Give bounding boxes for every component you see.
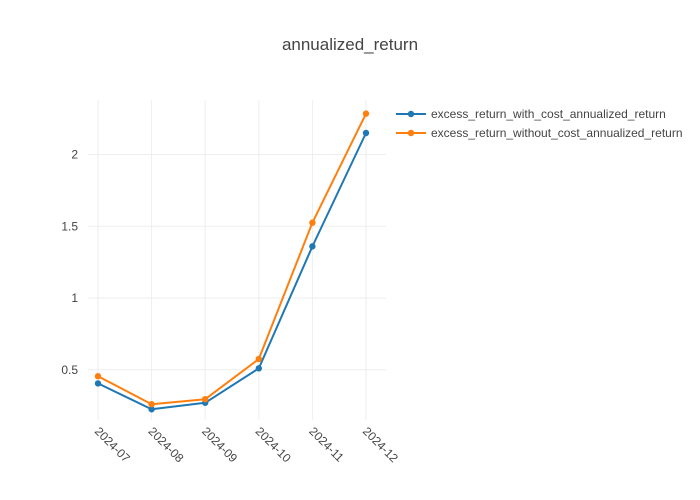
y-axis-ticks: 0.5 1 1.5 2 (61, 148, 78, 377)
y-tick-label: 1 (71, 291, 78, 305)
data-point[interactable] (362, 129, 370, 137)
y-tick-label: 0.5 (61, 363, 78, 377)
legend-item[interactable]: excess_return_with_cost_annualized_retur… (396, 107, 666, 121)
data-point[interactable] (255, 365, 262, 372)
x-tick-label: 2024-07 (92, 424, 133, 465)
x-axis-ticks: 2024-07 2024-08 2024-09 2024-10 2024-11 2024-… (92, 424, 401, 465)
series-1 (94, 129, 370, 413)
data-point[interactable] (309, 243, 316, 250)
series-line (97, 113, 367, 406)
data-point[interactable] (148, 401, 155, 408)
x-tick-label: 2024-10 (253, 424, 294, 465)
y-tick-label: 1.5 (61, 219, 78, 233)
legend-item[interactable]: excess_return_without_cost_annualized_re… (396, 126, 683, 140)
y-tick-label: 2 (71, 148, 78, 162)
x-tick-label: 2024-09 (199, 424, 240, 465)
series-2 (94, 110, 370, 408)
data-point[interactable] (202, 395, 209, 403)
legend-label: excess_return_without_cost_annualized_re… (431, 126, 683, 140)
legend-swatch-marker (407, 129, 415, 137)
legend[interactable]: excess_return_with_cost_annualized_retur… (396, 107, 683, 140)
x-tick-label: 2024-11 (306, 424, 347, 465)
x-tick-label: 2024-12 (360, 424, 401, 465)
data-point[interactable] (309, 219, 316, 226)
data-point[interactable] (94, 373, 102, 380)
legend-swatch-marker (407, 110, 415, 118)
data-point[interactable] (94, 380, 102, 387)
x-tick-label: 2024-08 (145, 424, 186, 465)
data-point[interactable] (362, 110, 370, 117)
data-point[interactable] (255, 355, 262, 363)
series-line (97, 132, 367, 411)
data-point[interactable] (148, 406, 155, 413)
series-layer (94, 110, 370, 413)
grid (88, 100, 386, 420)
legend-label: excess_return_with_cost_annualized_retur… (431, 107, 666, 121)
chart-title: annualized_return (282, 35, 418, 54)
